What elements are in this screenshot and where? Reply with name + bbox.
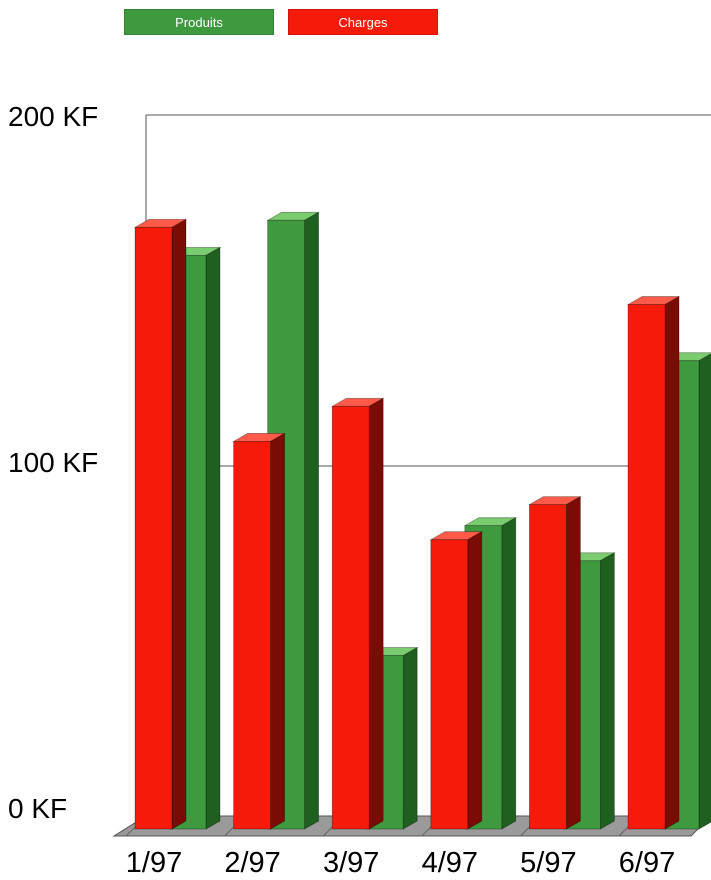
legend-item-produits: Produits	[124, 9, 274, 35]
bar-produits-6-side	[698, 353, 711, 830]
grid-layer	[145, 114, 711, 827]
bar-charges-1-front	[134, 226, 173, 830]
legend-label-charges: Charges	[338, 15, 388, 30]
bar-charges-1	[133, 218, 188, 830]
bar-charges-4	[429, 531, 484, 830]
chart-legend: Produits Charges	[124, 9, 444, 39]
y-axis-tick-labels: 0 KF 100 KF 200 KF	[8, 101, 98, 824]
bar-charges-4-side	[467, 531, 483, 830]
bar-charges-5-side	[566, 495, 581, 830]
bar-charges-2-front	[233, 441, 272, 830]
x-tick-label: 4/97	[422, 847, 478, 879]
bar-charges-3-front	[331, 405, 370, 830]
bar-charges-1-side	[171, 218, 187, 830]
bar-charges-3-side	[368, 397, 384, 830]
x-tick-label: 5/97	[520, 847, 576, 879]
x-tick-label: 3/97	[323, 847, 379, 879]
bar-charges-5-front	[529, 504, 567, 830]
y-tick-label: 200 KF	[8, 101, 98, 132]
bar-charges-5	[527, 495, 582, 830]
bar-produits-1-side	[205, 246, 221, 830]
x-tick-label: 1/97	[126, 847, 182, 879]
y-tick-label: 0 KF	[8, 793, 67, 824]
legend-label-produits: Produits	[175, 15, 223, 30]
bar-produits-2-side	[304, 211, 320, 830]
x-tick-label: 6/97	[619, 847, 675, 879]
bar-produits-4-side	[501, 516, 517, 830]
bar-charges-2	[232, 432, 287, 830]
bar-charges-6-front	[627, 304, 666, 830]
bar-produits-5-side	[600, 552, 615, 830]
bar-charges-3	[330, 397, 385, 830]
bars-layer	[133, 211, 711, 830]
y-tick-label: 100 KF	[8, 447, 98, 478]
x-axis-tick-labels: 1/97 2/97 3/97 4/97 5/97 6/97	[126, 847, 675, 879]
bar-charges-2-side	[270, 432, 286, 830]
bar-produits-3-side	[402, 646, 418, 830]
bar-charges-6	[626, 295, 681, 830]
x-tick-label: 2/97	[224, 847, 280, 879]
bar-charges-4-front	[430, 539, 469, 830]
bar-charges-6-side	[664, 295, 680, 830]
legend-item-charges: Charges	[288, 9, 438, 35]
